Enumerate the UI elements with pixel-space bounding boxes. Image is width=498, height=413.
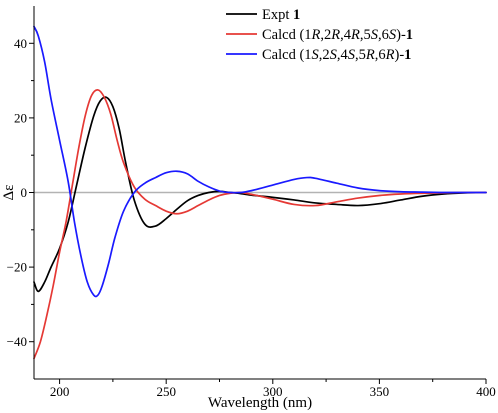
legend-label-1-part-2: 1 xyxy=(293,7,300,23)
legend-label-2-part-2: R xyxy=(311,27,321,43)
legend-label-3-part-8: R xyxy=(365,47,375,63)
series-1-line xyxy=(33,96,487,293)
series-2-line xyxy=(33,89,487,360)
legend-label-2-part-4: R xyxy=(330,27,340,43)
series-layer xyxy=(33,25,487,360)
legend-label-2-part-3: ,2 xyxy=(320,27,331,43)
legend-label-3-part-7: ,5 xyxy=(355,47,366,63)
legend-label-2-part-5: ,4 xyxy=(340,27,352,43)
legend-label-2-part-8: S xyxy=(371,27,379,43)
legend-label-3-part-10: R xyxy=(385,47,395,63)
x-axis-title: Wavelength (nm) xyxy=(208,395,312,411)
legend-label-2-part-11: )- xyxy=(396,27,406,43)
legend-label-3-part-9: ,6 xyxy=(375,47,386,63)
legend-item-2: Calcd (1R,2R,4R,5S,6S)-1 xyxy=(226,27,413,43)
legend-label-3-part-1: Calcd (1 xyxy=(262,47,312,63)
legend-label-1: Expt 1 xyxy=(262,7,300,23)
legend-label-3-part-3: ,2 xyxy=(319,47,330,63)
legend-item-3: Calcd (1S,2S,4S,5R,6R)-1 xyxy=(226,47,411,63)
y-tick-label-40: 40 xyxy=(14,36,27,51)
y-tick-label--40: −40 xyxy=(7,334,27,349)
y-tick-label-20: 20 xyxy=(14,110,27,125)
legend-label-3-part-11: )- xyxy=(395,47,405,63)
y-tick-label--20: −20 xyxy=(7,260,27,275)
legend-label-1-part-1: Expt xyxy=(262,7,293,23)
legend-label-3-part-4: S xyxy=(330,47,338,63)
legend-label-2-part-1: Calcd (1 xyxy=(262,27,312,43)
x-tick-label-300: 300 xyxy=(263,384,283,399)
axes-layer: 200 250 300 350 400 −40 −20 0 20 40 Wavelength (nm… xyxy=(1,6,496,411)
x-tick-label-200: 200 xyxy=(50,384,70,399)
x-tick-label-250: 250 xyxy=(156,384,176,399)
y-axis-title: Δε xyxy=(1,185,17,201)
legend-label-2-part-9: ,6 xyxy=(378,27,389,43)
legend-label-3: Calcd (1S,2S,4S,5R,6R)-1 xyxy=(262,47,411,63)
series-3 xyxy=(33,25,487,298)
legend-label-2-part-7: ,5 xyxy=(360,27,371,43)
legend-label-3-part-2: S xyxy=(312,47,320,63)
series-2 xyxy=(33,89,487,360)
series-1 xyxy=(33,96,487,293)
x-tick-label-350: 350 xyxy=(370,384,390,399)
legend-label-2: Calcd (1R,2R,4R,5S,6S)-1 xyxy=(262,27,413,43)
legend-label-3-part-5: ,4 xyxy=(337,47,349,63)
legend-label-3-part-12: 1 xyxy=(404,47,411,63)
legend-label-2-part-6: R xyxy=(350,27,360,43)
legend-label-2-part-10: S xyxy=(389,27,397,43)
legend-item-1: Expt 1 xyxy=(226,7,300,23)
x-tick-label-400: 400 xyxy=(476,384,496,399)
y-tick-label-0: 0 xyxy=(21,185,28,200)
series-3-line xyxy=(33,25,487,298)
legend-label-3-part-6: S xyxy=(348,47,356,63)
legend-label-2-part-12: 1 xyxy=(406,27,413,43)
